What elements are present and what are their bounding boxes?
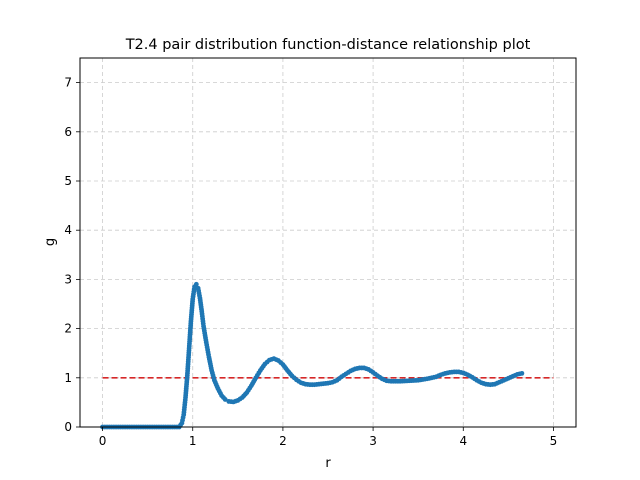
y-tick-label: 3 (64, 272, 72, 286)
x-tick-label: 5 (550, 434, 558, 448)
x-tick-label: 1 (189, 434, 197, 448)
x-tick-label: 2 (279, 434, 287, 448)
x-axis-ticks: 0 1 2 3 4 5 (99, 427, 558, 448)
grid (80, 58, 576, 428)
x-tick-label: 4 (459, 434, 467, 448)
data-point (519, 370, 525, 376)
y-axis-ticks: 0 1 2 3 4 5 6 7 (64, 76, 80, 434)
x-tick-label: 3 (369, 434, 377, 448)
x-axis-label: r (325, 456, 331, 471)
data-points (100, 281, 525, 430)
x-tick-label: 0 (99, 434, 107, 448)
y-tick-label: 6 (64, 125, 72, 139)
y-tick-label: 1 (64, 371, 72, 385)
y-tick-label: 0 (64, 420, 72, 434)
y-tick-label: 4 (64, 223, 72, 237)
y-axis-label: g (43, 238, 58, 246)
y-tick-label: 7 (64, 76, 72, 90)
y-tick-label: 5 (64, 174, 72, 188)
y-tick-label: 2 (64, 322, 72, 336)
data-point (222, 397, 228, 402)
data-point (193, 281, 199, 287)
chart-title: T2.4 pair distribution function-distance… (125, 37, 531, 53)
plot-frame (79, 57, 577, 428)
